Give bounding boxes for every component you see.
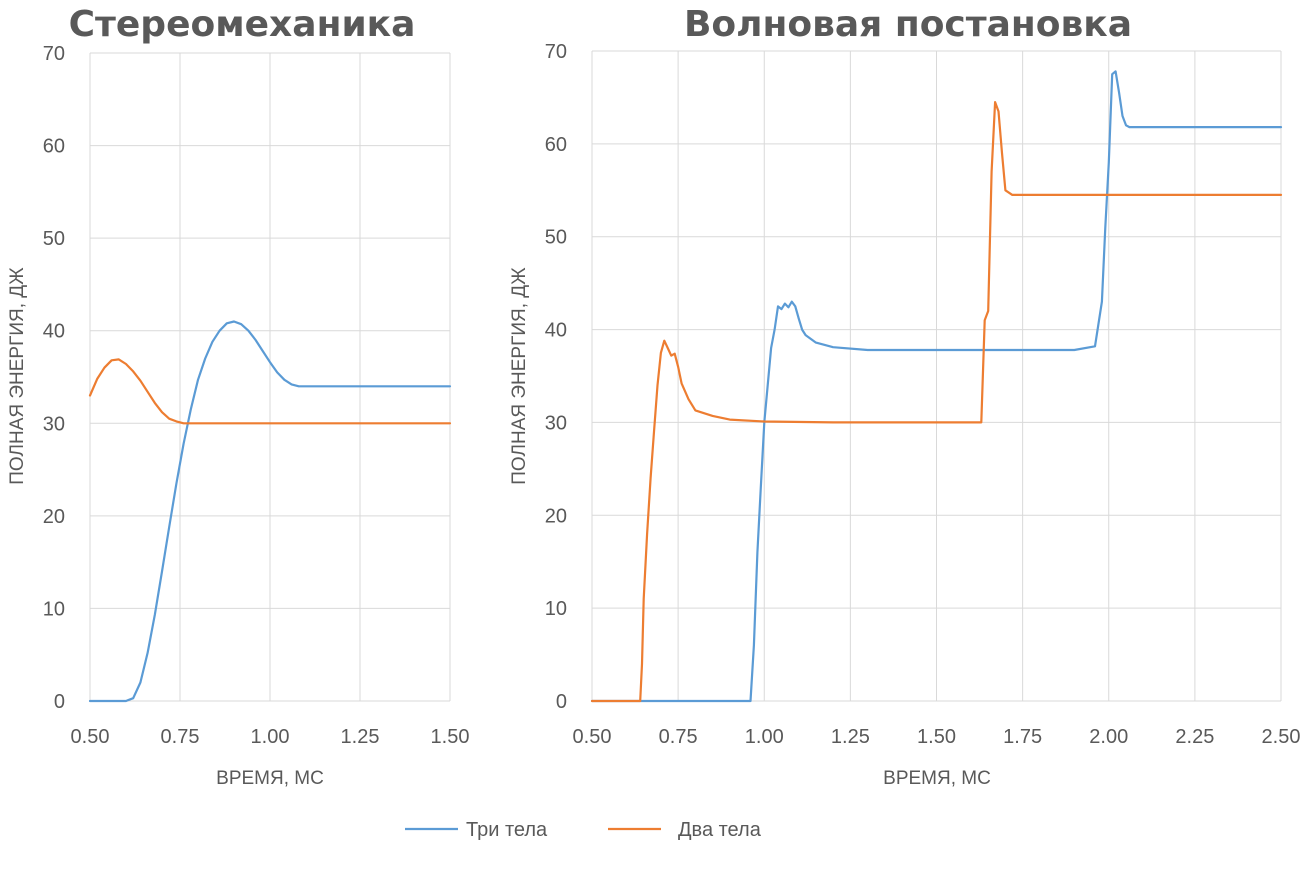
chart-left-y-ticks: 0 10 20 30 40 50 60 70 bbox=[43, 43, 65, 713]
chart-right-y-label: ПОЛНАЯ ЭНЕРГИЯ, ДЖ bbox=[509, 267, 530, 485]
x-tick-label: 1.25 bbox=[341, 726, 380, 748]
y-tick-label: 40 bbox=[545, 320, 567, 342]
chart-left-y-label: ПОЛНАЯ ЭНЕРГИЯ, ДЖ bbox=[7, 267, 28, 485]
y-tick-label: 40 bbox=[43, 321, 65, 343]
series-line-three-bodies bbox=[88, 320, 452, 703]
x-tick-label: 1.50 bbox=[431, 726, 470, 748]
x-tick-label: 1.00 bbox=[251, 726, 290, 748]
x-tick-label: 1.75 bbox=[1003, 726, 1042, 748]
x-tick-label: 2.25 bbox=[1175, 726, 1214, 748]
y-tick-label: 70 bbox=[43, 43, 65, 65]
chart-left-series bbox=[88, 320, 452, 703]
y-tick-label: 20 bbox=[43, 506, 65, 528]
legend-label-two-bodies: Два тела bbox=[678, 819, 762, 841]
y-tick-label: 30 bbox=[43, 413, 65, 435]
x-tick-label: 1.00 bbox=[745, 726, 784, 748]
y-tick-label: 10 bbox=[43, 598, 65, 620]
legend-label-three-bodies: Три тела bbox=[466, 819, 548, 841]
y-tick-label: 0 bbox=[556, 691, 567, 713]
x-tick-label: 2.50 bbox=[1262, 726, 1301, 748]
chart-stereomechanics: Стереомеханика 0 10 20 30 40 50 60 70 0.50 0.75 1… bbox=[7, 4, 469, 789]
x-tick-label: 2.00 bbox=[1089, 726, 1128, 748]
chart-right-grid bbox=[591, 50, 1282, 702]
legend: Три тела Два тела bbox=[405, 819, 762, 841]
y-tick-label: 60 bbox=[545, 134, 567, 156]
chart-left-x-label: ВРЕМЯ, МС bbox=[216, 768, 324, 789]
chart-left-x-ticks: 0.50 0.75 1.00 1.25 1.50 bbox=[71, 726, 470, 748]
series-line-three-bodies bbox=[590, 70, 1283, 703]
y-tick-label: 50 bbox=[43, 228, 65, 250]
chart-right-x-label: ВРЕМЯ, МС bbox=[883, 768, 991, 789]
chart-left-title: Стереомеханика bbox=[69, 4, 416, 45]
chart-wave-formulation: Волновая постановка 0 10 20 30 40 50 60 70 0.50… bbox=[509, 4, 1300, 789]
y-tick-label: 30 bbox=[545, 412, 567, 434]
x-tick-label: 1.25 bbox=[831, 726, 870, 748]
x-tick-label: 1.50 bbox=[917, 726, 956, 748]
x-tick-label: 0.75 bbox=[659, 726, 698, 748]
chart-right-x-ticks: 0.50 0.75 1.00 1.25 1.50 1.75 2.00 2.25 2.50 bbox=[573, 726, 1301, 748]
chart-right-title: Волновая постановка bbox=[684, 4, 1132, 45]
y-tick-label: 20 bbox=[545, 505, 567, 527]
y-tick-label: 10 bbox=[545, 598, 567, 620]
y-tick-label: 50 bbox=[545, 227, 567, 249]
x-tick-label: 0.50 bbox=[573, 726, 612, 748]
y-tick-label: 70 bbox=[545, 41, 567, 63]
chart-right-series bbox=[590, 70, 1283, 703]
series-line-two-bodies bbox=[590, 100, 1283, 703]
x-tick-label: 0.75 bbox=[161, 726, 200, 748]
y-tick-label: 60 bbox=[43, 136, 65, 158]
y-tick-label: 0 bbox=[54, 691, 65, 713]
x-tick-label: 0.50 bbox=[71, 726, 110, 748]
chart-left-grid bbox=[89, 52, 451, 702]
series-line-two-bodies bbox=[88, 358, 452, 425]
chart-right-y-ticks: 0 10 20 30 40 50 60 70 bbox=[545, 41, 567, 713]
